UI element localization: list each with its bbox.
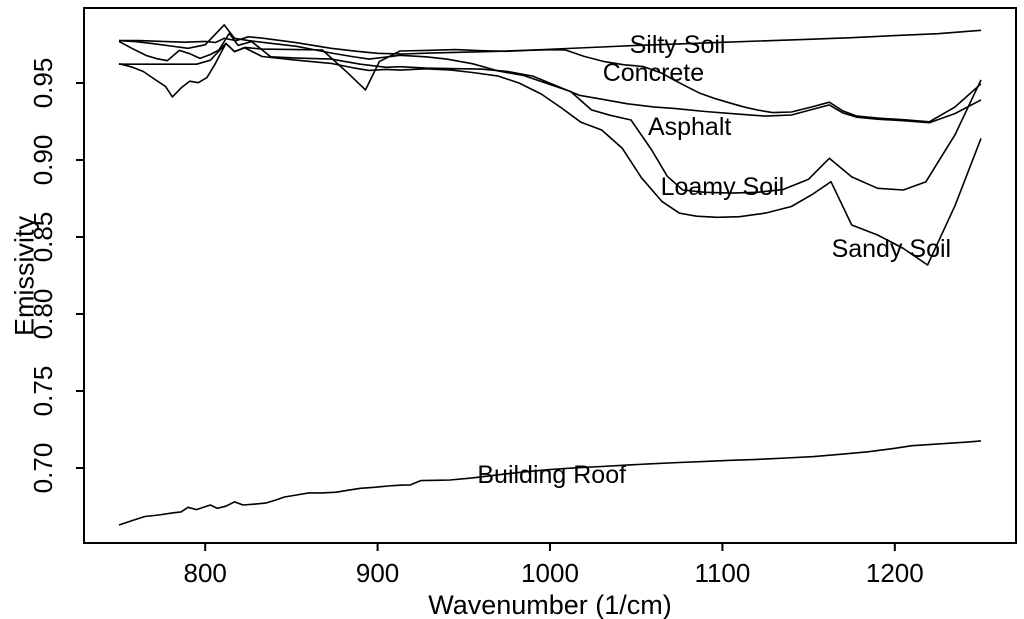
y-tick-label: 0.95 — [28, 58, 58, 109]
x-tick-label: 900 — [356, 558, 399, 588]
series-line-sandy-soil — [118, 42, 982, 266]
series-line-concrete — [119, 42, 982, 123]
x-tick-label: 1200 — [866, 558, 924, 588]
series-line-silty-soil — [119, 29, 982, 55]
x-tick-label: 800 — [184, 558, 227, 588]
series-label-building-roof: Building Roof — [477, 461, 626, 489]
series-line-building-roof — [118, 440, 982, 526]
x-axis-title: Wavenumber (1/cm) — [428, 590, 672, 619]
series-label-silty-soil: Silty Soil — [630, 31, 726, 59]
series-line-asphalt — [118, 32, 982, 124]
series-label-asphalt: Asphalt — [648, 113, 731, 141]
y-tick-label: 0.70 — [28, 443, 58, 494]
y-tick-label: 0.75 — [28, 366, 58, 417]
series-label-concrete: Concrete — [603, 59, 704, 87]
y-tick-label: 0.80 — [28, 289, 58, 340]
series-line-loamy-soil — [118, 24, 982, 194]
y-tick-label: 0.85 — [28, 212, 58, 263]
y-axis-title: Emissivity — [9, 216, 40, 336]
series-label-loamy-soil: Loamy Soil — [661, 173, 785, 201]
x-tick-label: 1100 — [694, 558, 750, 588]
y-tick-label: 0.90 — [28, 135, 58, 186]
x-tick-label: 1000 — [521, 558, 579, 588]
series-label-sandy-soil: Sandy Soil — [832, 235, 952, 263]
